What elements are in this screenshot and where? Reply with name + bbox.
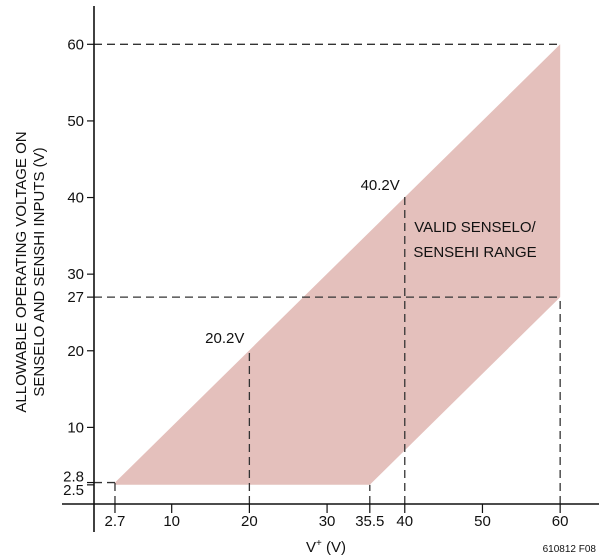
tick-labels: 2.7 10 20 30 35.5 40 50 60 2.52.8 10 20 27 30 40 50 60 4… — [63, 36, 568, 530]
x-tick-label-30: 30 — [319, 513, 336, 530]
region-label-line-1: VALID SENSELO/ — [414, 219, 536, 236]
y-tick-label-20: 20 — [67, 343, 84, 360]
annotation-20_2V: 20.2V — [205, 330, 244, 347]
y-tick-label-30: 30 — [67, 266, 84, 283]
region-label-line-2: SENSEHI RANGE — [413, 244, 536, 261]
region-layer — [115, 44, 561, 485]
annotation-40_2V: 40.2V — [361, 177, 400, 194]
x-axis-title-sup: + — [316, 538, 322, 549]
x-tick-label-2_7: 2.7 — [105, 513, 126, 530]
y-axis-title-line-2: SENSELO AND SENSHI INPUTS (V) — [31, 147, 48, 396]
y-tick-label-2_8: 2.8 — [63, 469, 84, 486]
y-axis-title-line-1: ALLOWABLE OPERATING VOLTAGE ON — [13, 131, 30, 412]
y-tick-label-10: 10 — [67, 419, 84, 436]
valid-range-region — [115, 44, 561, 485]
x-tick-label-50: 50 — [474, 513, 491, 530]
axes — [62, 6, 599, 532]
y-tick-label-2_5: 2.5 — [63, 482, 84, 499]
x-tick-label-10: 10 — [163, 513, 180, 530]
tick-marks — [87, 43, 561, 513]
y-tick-label-27: 27 — [67, 289, 84, 306]
reference-lines — [94, 43, 561, 504]
y-tick-label-50: 50 — [67, 113, 84, 130]
x-tick-label-20: 20 — [241, 513, 258, 530]
x-axis-title: V+ (V) — [306, 538, 346, 556]
x-tick-label-35_5: 35.5 — [355, 513, 384, 530]
y-tick-label-40: 40 — [67, 190, 84, 207]
figure-id: 610812 F08 — [543, 544, 597, 555]
x-tick-label-60: 60 — [552, 513, 569, 530]
x-tick-label-40: 40 — [396, 513, 413, 530]
y-tick-label-60: 60 — [67, 36, 84, 53]
